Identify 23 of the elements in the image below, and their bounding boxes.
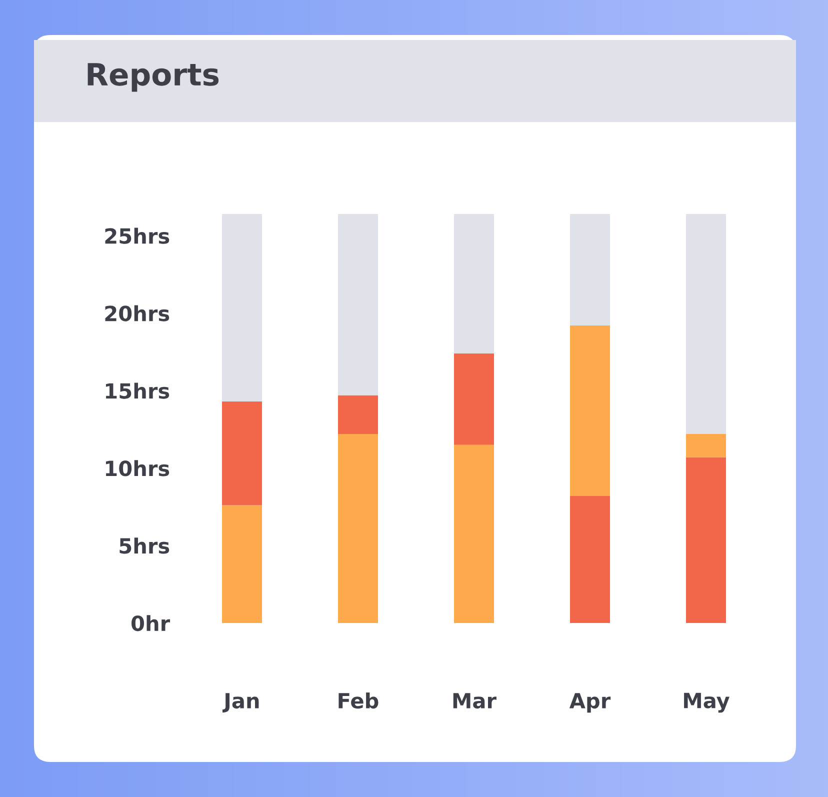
y-tick-label: 20hrs	[105, 305, 170, 322]
y-tick-label: 5hrs	[120, 538, 170, 554]
bar	[222, 401, 262, 506]
x-tick-label: Feb	[338, 692, 378, 709]
bar	[454, 353, 494, 445]
bar	[338, 434, 378, 623]
x-tick-label: May	[684, 692, 730, 713]
bar	[686, 214, 726, 434]
bar	[454, 444, 494, 623]
chart-title: Reports	[88, 63, 219, 92]
x-tick-label: Mar	[453, 693, 496, 709]
y-tick-label: 0hr	[132, 615, 170, 632]
bar	[338, 395, 378, 434]
x-tick-label: Jan	[222, 693, 259, 712]
bar	[570, 214, 610, 326]
y-tick-label: 10hrs	[106, 460, 170, 476]
x-tick-label: Apr	[569, 693, 611, 713]
y-tick-label: 25hrs	[105, 228, 170, 244]
bar	[338, 214, 378, 396]
bar	[222, 505, 262, 623]
bar	[222, 214, 262, 402]
y-tick-label: 15hrs	[106, 382, 170, 399]
bar	[454, 214, 494, 354]
